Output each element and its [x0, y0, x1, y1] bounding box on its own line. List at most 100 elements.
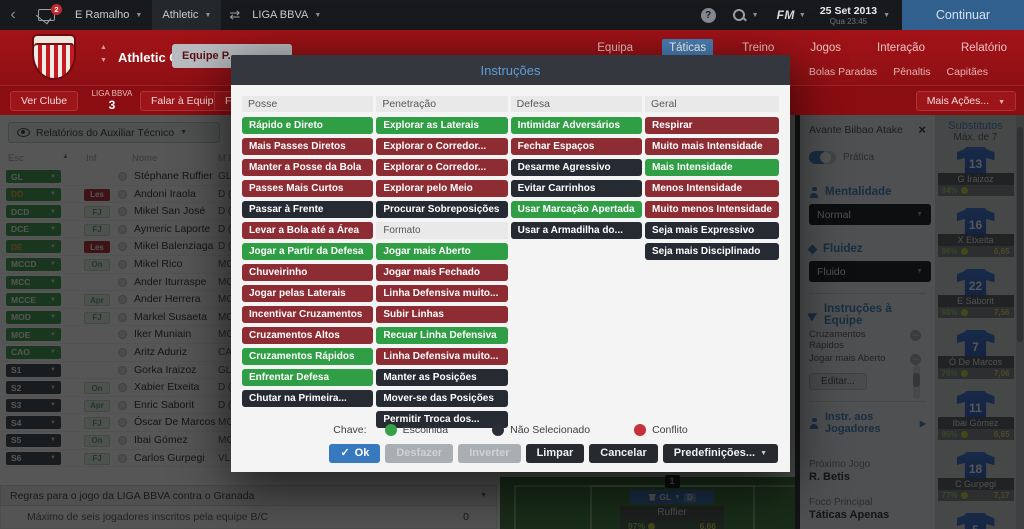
position-badge[interactable]: S3 ▼	[6, 398, 61, 412]
inbox-button[interactable]: 2	[38, 4, 62, 21]
instruction-button[interactable]: Desarme Agressivo	[510, 159, 642, 176]
instruction-button[interactable]: Enfrentar Defesa	[242, 369, 374, 386]
instruction-button[interactable]: Passar à Frente	[242, 201, 374, 218]
position-badge[interactable]: MOD ▼	[6, 310, 61, 324]
player-name[interactable]: Ander Herrera	[134, 293, 201, 306]
fm-logo[interactable]: FM	[776, 8, 795, 22]
player-name[interactable]: Ander Iturraspe	[134, 275, 207, 288]
player-name[interactable]: Ibai Gómez	[134, 433, 188, 446]
player-name[interactable]: Óscar De Marcos	[134, 416, 216, 429]
clear-button[interactable]: Limpar	[525, 444, 585, 463]
tab[interactable]: Equipa	[597, 42, 634, 54]
scrollbar-thumb[interactable]	[1017, 127, 1023, 342]
instruction-button[interactable]: Linha Defensiva muito...	[376, 348, 508, 365]
continue-button[interactable]: Continuar	[902, 0, 1024, 30]
instruction-button[interactable]: Explorar o Corredor...	[376, 138, 508, 155]
help-icon[interactable]: ?	[700, 7, 716, 23]
instruction-button[interactable]: Cruzamentos Rápidos	[242, 348, 374, 365]
instruction-button[interactable]: Recuar Linha Defensiva	[376, 327, 508, 344]
club-menu[interactable]: Athletic ▼	[152, 0, 222, 30]
instruction-button[interactable]: Rápido e Direto	[242, 117, 374, 134]
position-badge[interactable]: DD ▼	[6, 187, 61, 201]
substitute-card[interactable]: 7 Ó De Marcos 76% 7,06	[935, 330, 1016, 387]
substitute-card[interactable]: 11 Ibai Gómez 95% 6,65	[935, 391, 1016, 448]
column-esc[interactable]: Esc	[8, 153, 24, 164]
instruction-button[interactable]: Muito menos Intensidade	[644, 201, 779, 218]
game-date[interactable]: 25 Set 2013 Qua 23:45	[820, 5, 877, 26]
instruction-button[interactable]: Explorar pelo Meio	[376, 180, 508, 197]
instruction-button[interactable]: Seja mais Disciplinado	[644, 243, 779, 260]
position-badge[interactable]: MCCE ▼	[6, 293, 61, 307]
player-name[interactable]: Gorka Iraizoz	[134, 363, 197, 376]
position-badge[interactable]: S2 ▼	[6, 381, 61, 395]
tab[interactable]: Jogos	[810, 42, 842, 54]
tab[interactable]: Treino	[742, 42, 775, 54]
presets-button[interactable]: Predefinições... ▼	[662, 444, 778, 463]
instruction-button[interactable]: Manter a Posse da Bola	[242, 159, 374, 176]
mini-scrollbar[interactable]	[913, 365, 920, 399]
undo-button[interactable]: Desfazer	[385, 444, 454, 463]
player-name[interactable]: Iker Muniain	[134, 328, 192, 341]
league-position-widget[interactable]: LIGA BBVA 3	[86, 89, 138, 112]
gk-role-dropdown[interactable]: GL ▼ D	[630, 490, 714, 504]
instruction-button[interactable]: Mais Intensidade	[644, 159, 779, 176]
position-badge[interactable]: S6 ▼	[6, 451, 61, 465]
sub-tab[interactable]: Bolas Paradas	[808, 66, 878, 78]
column-nome[interactable]: Nome	[132, 153, 158, 164]
vertical-scrollbar[interactable]	[1016, 115, 1024, 529]
instruction-button[interactable]: Manter as Posições	[376, 369, 508, 386]
search-icon[interactable]	[732, 8, 746, 22]
instruction-button[interactable]: Incentivar Cruzamentos	[242, 306, 374, 323]
tab[interactable]: Táticas	[662, 39, 714, 57]
position-badge[interactable]: MCC ▼	[6, 275, 61, 289]
position-badge[interactable]: S5 ▼	[6, 433, 61, 447]
instruction-button[interactable]: Mais Passes Diretos	[242, 138, 374, 155]
team-instruction-item[interactable]: Jogar mais Aberto −	[809, 353, 921, 365]
mentality-dropdown[interactable]: Normal ▼	[809, 204, 931, 225]
rules-header[interactable]: Regras para o jogo da LIGA BBVA contra o…	[0, 485, 497, 506]
instruction-button[interactable]: Procurar Sobreposições	[376, 201, 508, 218]
tab[interactable]: Relatório	[960, 42, 1007, 54]
player-instructions-link[interactable]: Instr. aos Jogadores ▶	[809, 411, 926, 435]
column-inf[interactable]: Inf	[86, 153, 97, 164]
instruction-button[interactable]: Muito mais Intensidade	[644, 138, 779, 155]
position-badge[interactable]: DCE ▼	[6, 222, 61, 236]
instruction-button[interactable]: Explorar as Laterais	[376, 117, 508, 134]
chevron-down-icon[interactable]: ▼	[751, 11, 759, 19]
view-club-button[interactable]: Ver Clube	[10, 91, 79, 111]
instruction-button[interactable]: Permitir Troca dos...	[376, 411, 508, 428]
player-name[interactable]: Aymeric Laporte	[134, 222, 211, 235]
fluidity-dropdown[interactable]: Fluido ▼	[809, 261, 931, 282]
next-match-value[interactable]: R. Betis	[809, 471, 850, 483]
remove-icon[interactable]: −	[910, 330, 921, 341]
practice-toggle[interactable]	[809, 151, 836, 164]
instruction-button[interactable]: Respirar	[644, 117, 779, 134]
substitute-card[interactable]: 5 E Morán 96%	[935, 513, 1016, 529]
sub-tab[interactable]: Capitães	[946, 66, 988, 78]
instruction-button[interactable]: Jogar a Partir da Defesa	[242, 243, 374, 260]
team-instruction-item[interactable]: Cruzamentos Rápidos −	[809, 329, 921, 351]
player-name[interactable]: Markel Susaeta	[134, 310, 207, 323]
close-icon[interactable]: ×	[918, 122, 926, 137]
instruction-button[interactable]: Usar Marcação Apertada	[510, 201, 642, 218]
substitute-card[interactable]: 16 X Etxeita 96% 6,65	[935, 208, 1016, 265]
position-badge[interactable]: S1 ▼	[6, 363, 61, 377]
club-spinner[interactable]: ▲ ▼	[100, 44, 107, 64]
player-name[interactable]: Aritz Aduriz	[134, 345, 188, 358]
instruction-button[interactable]: Jogar mais Aberto	[376, 243, 508, 260]
edit-button[interactable]: Editar...	[809, 373, 867, 390]
invert-button[interactable]: Inverter	[458, 444, 521, 463]
instruction-button[interactable]: Subir Linhas	[376, 306, 508, 323]
goalkeeper-card[interactable]: 1 GL ▼ D Ruffier 97% 6,66	[602, 471, 742, 529]
player-name[interactable]: Enric Saborit	[134, 398, 195, 411]
player-name[interactable]: Mikel Rico	[134, 257, 183, 270]
instruction-button[interactable]: Fechar Espaços	[510, 138, 642, 155]
tab[interactable]: Interação	[877, 42, 925, 54]
instruction-button[interactable]: Cruzamentos Altos	[242, 327, 374, 344]
instruction-button[interactable]: Mover-se das Posições	[376, 390, 508, 407]
instruction-button[interactable]: Menos Intensidade	[644, 180, 779, 197]
player-name[interactable]: Andoni Iraola	[134, 187, 196, 200]
instruction-button[interactable]: Evitar Carrinhos	[510, 180, 642, 197]
instruction-button[interactable]: Levar a Bola até a Área	[242, 222, 374, 239]
ok-button[interactable]: ✓ Ok	[329, 444, 381, 463]
